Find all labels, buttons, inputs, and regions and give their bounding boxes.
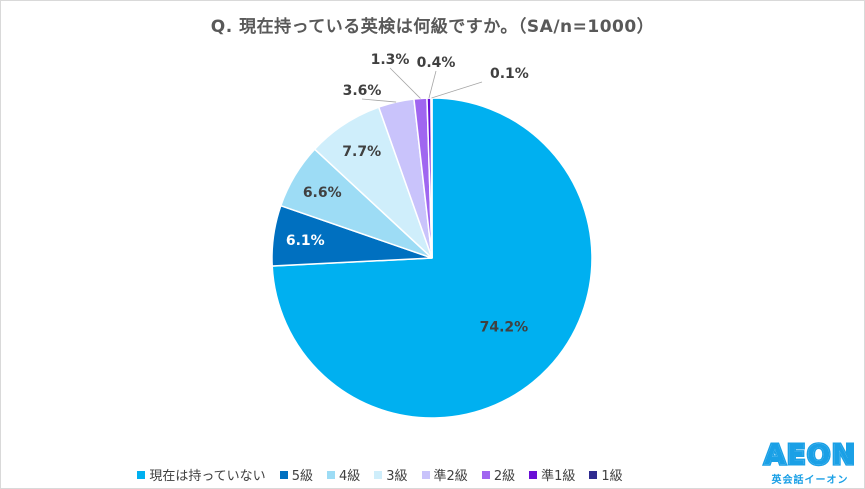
legend-item: 3級 (374, 465, 408, 484)
leader-line (428, 70, 437, 99)
slice-data-label: 3.6% (343, 83, 382, 99)
legend-swatch (589, 470, 598, 479)
legend-swatch (326, 470, 335, 479)
legend-label: 2級 (493, 469, 516, 484)
legend-item: 1級 (589, 465, 623, 484)
slice-data-label: 6.1% (286, 233, 325, 249)
slice-data-label: 0.4% (417, 55, 456, 71)
legend-item: 2級 (481, 465, 516, 484)
leader-line (431, 81, 483, 99)
slice-data-label: 0.1% (490, 66, 529, 82)
legend-swatch (529, 470, 538, 479)
aeon-logo: AEON AEON 英会話イーオン (758, 437, 862, 487)
pie-slice (430, 97, 433, 259)
legend-swatch (279, 470, 288, 479)
leader-line (389, 67, 421, 99)
logo-wordmark: AEON (763, 438, 857, 471)
legend-item: 準2級 (421, 465, 468, 484)
legend-label: 1級 (601, 469, 623, 484)
logo-subtitle: 英会話イーオン (771, 475, 849, 486)
leader-line (361, 98, 397, 103)
legend-swatch (137, 470, 146, 479)
legend-label: 準2級 (433, 469, 468, 484)
slice-data-label: 7.7% (342, 144, 381, 160)
legend-item: 現在は持っていない (137, 465, 266, 484)
legend-label: 準1級 (541, 469, 576, 484)
legend-swatch (421, 470, 430, 479)
legend-item: 5級 (279, 465, 313, 484)
legend-label: 3級 (386, 469, 408, 484)
slice-data-label: 6.6% (303, 185, 342, 201)
legend-label: 4級 (338, 469, 361, 484)
legend-swatch (374, 470, 383, 479)
legend-item: 4級 (326, 465, 361, 484)
legend: 現在は持っていない 5級 4級 3級 準2級 2級 準1級 1級 (0, 465, 760, 484)
legend-swatch (481, 470, 490, 479)
legend-label: 現在は持っていない (149, 469, 266, 484)
slice-data-label: 1.3% (371, 52, 410, 68)
chart-title: Q. 現在持っている英検は何級ですか。（SA/n=1000） (210, 17, 655, 37)
slice-data-label: 74.2% (480, 319, 529, 335)
logo-wordmark-outline: AEON (762, 437, 857, 473)
legend-item: 準1級 (529, 465, 575, 484)
legend-label: 5級 (291, 469, 313, 484)
